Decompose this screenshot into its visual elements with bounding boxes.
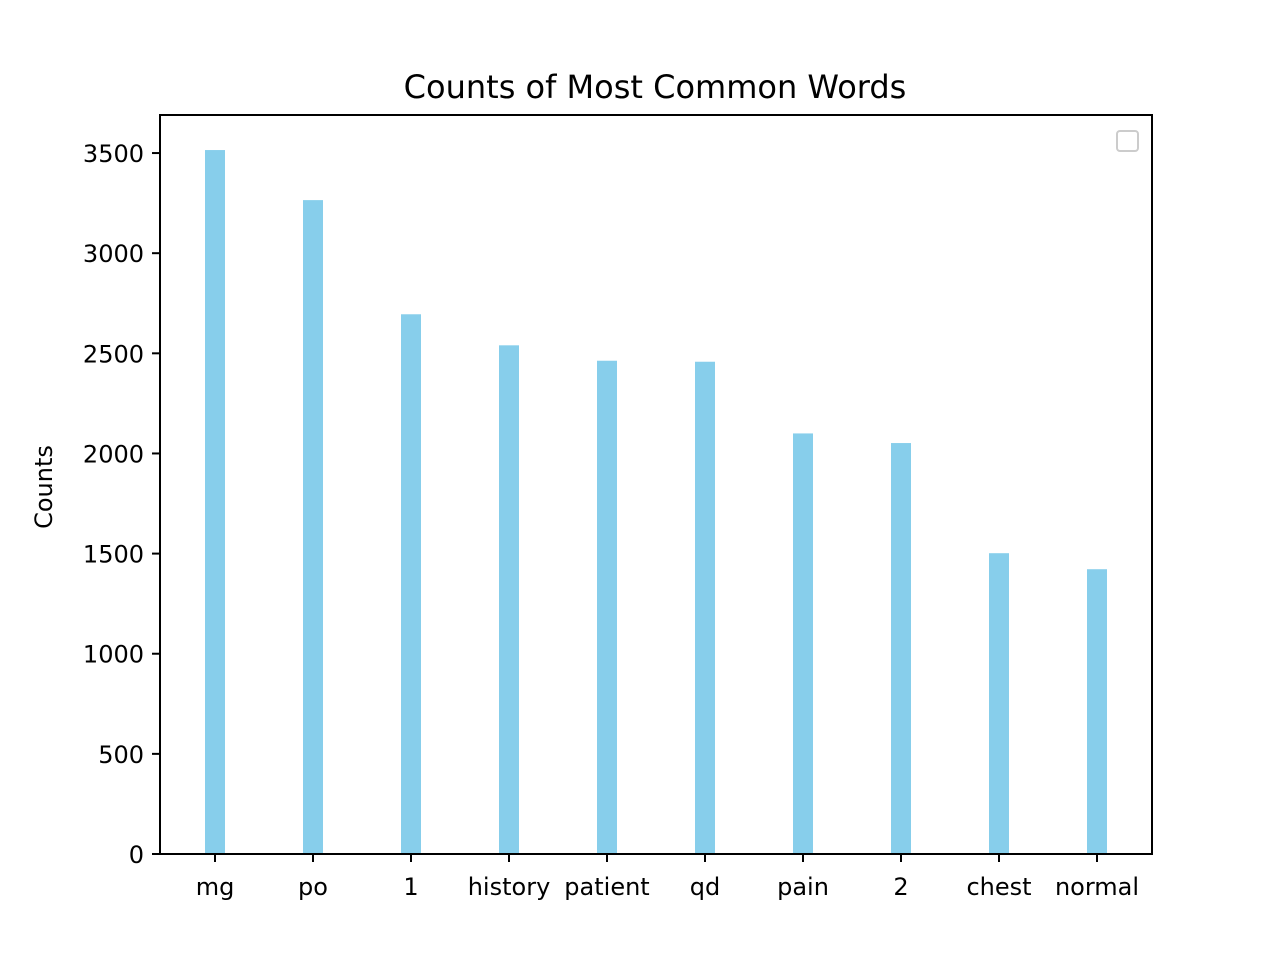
y-tick-label: 2000	[83, 440, 144, 468]
x-ticks-group: mg po 1 history patient qd pain 2 chest normal	[196, 854, 1139, 901]
y-tick-label: 1500	[83, 541, 144, 569]
x-tick-label: 2	[893, 873, 908, 901]
legend-box	[1116, 130, 1139, 152]
y-ticks-group: 0 500 1000 1500 2000 2500 3000 3500	[83, 140, 160, 869]
bar-2	[891, 443, 911, 854]
bar-normal	[1087, 569, 1107, 854]
x-tick-label: chest	[966, 873, 1031, 901]
y-tick-label: 3000	[83, 240, 144, 268]
bar-pain	[793, 433, 813, 854]
y-tick-label: 500	[98, 741, 144, 769]
bar-history	[499, 345, 519, 854]
y-axis-label: Counts	[30, 445, 58, 529]
x-tick-label: normal	[1055, 873, 1139, 901]
bar-1	[401, 314, 421, 854]
x-tick-label: 1	[403, 873, 418, 901]
plot-frame	[159, 114, 1153, 855]
bar-patient	[597, 360, 617, 854]
x-tick-label: po	[298, 873, 328, 901]
y-tick-label: 2500	[83, 340, 144, 368]
bar-mg	[205, 150, 225, 854]
bar-po	[303, 200, 323, 854]
bars-group	[205, 150, 1107, 854]
x-tick-label: history	[468, 873, 551, 901]
chart-title: Counts of Most Common Words	[404, 68, 907, 106]
bar-chest	[989, 553, 1009, 854]
y-tick-label: 3500	[83, 140, 144, 168]
x-tick-label: pain	[777, 873, 829, 901]
y-tick-label: 1000	[83, 641, 144, 669]
bar-qd	[695, 361, 715, 854]
x-tick-label: patient	[564, 873, 649, 901]
x-tick-label: qd	[690, 873, 720, 901]
y-tick-label: 0	[129, 841, 144, 869]
x-tick-label: mg	[196, 873, 235, 901]
